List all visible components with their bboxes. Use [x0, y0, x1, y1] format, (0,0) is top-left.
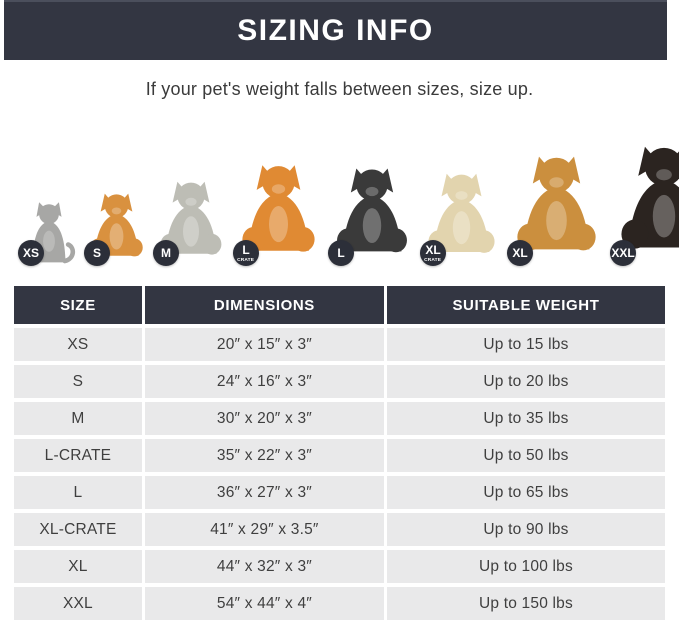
dimensions-cell: 35″ x 22″ x 3″	[144, 439, 384, 472]
page-title: SIZING INFO	[237, 14, 434, 47]
size-badge: XXL	[610, 240, 636, 266]
size-badge-crate-label: CRATE	[424, 257, 442, 262]
pets-row: XS S M L CRATE L XL	[0, 108, 679, 276]
dimensions-cell: 54″ x 44″ x 4″	[144, 587, 384, 620]
subtitle: If your pet's weight falls between sizes…	[145, 79, 534, 99]
pet-cat: XS	[16, 108, 82, 276]
dimensions-cell: 44″ x 32″ x 3″	[144, 550, 384, 583]
dimensions-cell: 20″ x 15″ x 3″	[144, 328, 384, 361]
weight-cell: Up to 20 lbs	[386, 365, 665, 398]
size-cell: M	[14, 402, 142, 435]
size-badge: L	[328, 240, 354, 266]
weight-cell: Up to 50 lbs	[386, 439, 665, 472]
size-badge-label: L	[242, 242, 250, 257]
size-badge-label: XS	[22, 246, 39, 260]
pet-labrador: XL CRATE	[418, 108, 505, 276]
pet-doberman: XXL	[608, 108, 679, 276]
size-badge: XS	[18, 240, 44, 266]
header-bar: SIZING INFO	[4, 0, 667, 60]
weight-cell: Up to 15 lbs	[386, 328, 665, 361]
size-cell: S	[14, 365, 142, 398]
size-badge-label: XL	[512, 246, 528, 260]
size-badge-label: L	[337, 246, 345, 260]
dimensions-cell: 30″ x 20″ x 3″	[144, 402, 384, 435]
size-badge-label: XL	[425, 242, 441, 257]
size-badge: XL CRATE	[420, 240, 446, 266]
size-badge-label: XXL	[611, 246, 635, 260]
column-header-suitable-weight: SUITABLE WEIGHT	[386, 286, 665, 324]
size-badge-label: S	[92, 246, 101, 260]
pet-pomeranian: S	[82, 108, 151, 276]
column-header-dimensions: DIMENSIONS	[144, 286, 384, 324]
size-cell: L	[14, 476, 142, 509]
pet-border-collie: L	[326, 108, 418, 276]
size-table: SIZE DIMENSIONS SUITABLE WEIGHT XS 20″ x…	[14, 286, 665, 620]
dimensions-cell: 41″ x 29″ x 3.5″	[144, 513, 384, 546]
size-badge: XL	[507, 240, 533, 266]
size-cell: L-CRATE	[14, 439, 142, 472]
weight-cell: Up to 35 lbs	[386, 402, 665, 435]
size-cell: XL	[14, 550, 142, 583]
weight-cell: Up to 100 lbs	[386, 550, 665, 583]
size-badge: L CRATE	[233, 240, 259, 266]
pet-shiba-inu: L CRATE	[231, 108, 326, 276]
pet-golden-retriever: XL	[505, 108, 608, 276]
dimensions-cell: 36″ x 27″ x 3″	[144, 476, 384, 509]
size-badge: S	[84, 240, 110, 266]
weight-cell: Up to 65 lbs	[386, 476, 665, 509]
weight-cell: Up to 90 lbs	[386, 513, 665, 546]
size-badge-label: M	[161, 246, 171, 260]
column-header-size: SIZE	[14, 286, 142, 324]
size-cell: XXL	[14, 587, 142, 620]
size-badge: M	[153, 240, 179, 266]
dimensions-cell: 24″ x 16″ x 3″	[144, 365, 384, 398]
pet-french-bulldog: M	[151, 108, 231, 276]
size-cell: XS	[14, 328, 142, 361]
weight-cell: Up to 150 lbs	[386, 587, 665, 620]
size-badge-crate-label: CRATE	[237, 257, 255, 262]
size-cell: XL-CRATE	[14, 513, 142, 546]
